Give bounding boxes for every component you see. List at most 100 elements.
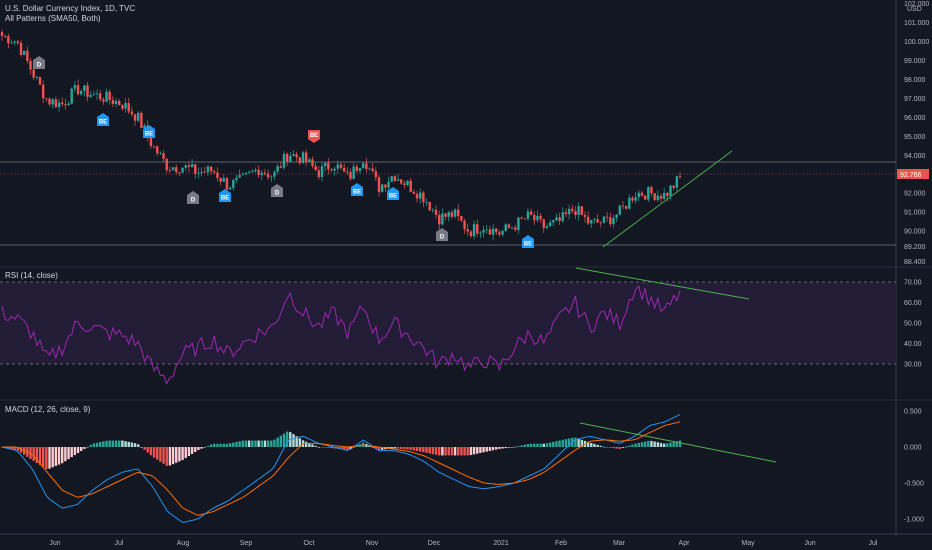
pattern-marker[interactable] [97, 113, 109, 126]
rsi-axis[interactable]: 70.00 60.00 50.00 40.00 30.00 [904, 280, 922, 369]
candle-body [200, 171, 203, 174]
macd-histogram-bar [51, 447, 54, 468]
candle-body [567, 208, 571, 215]
macd-histogram-bar [165, 447, 168, 466]
macd-histogram-bar [159, 447, 162, 462]
pattern-marker[interactable] [143, 125, 155, 138]
macd-histogram-bar [54, 447, 58, 466]
macd-trend-line[interactable] [579, 422, 777, 463]
macd-title[interactable]: MACD (12, 26, close, 9) [5, 405, 91, 414]
macd-histogram-bar [612, 447, 615, 449]
macd-histogram-bar [618, 447, 622, 449]
candle-body [488, 229, 492, 235]
macd-tick-label: 0.500 [904, 409, 922, 416]
pattern-marker[interactable] [522, 235, 534, 248]
candle-body [244, 172, 248, 175]
pattern-marker-label: BE [221, 196, 229, 202]
candle-body [390, 176, 393, 182]
price-tick-label: 90.000 [904, 229, 926, 236]
time-tick-label: Aug [177, 540, 190, 547]
candle-body [628, 197, 631, 209]
time-tick-label: Mar [613, 540, 626, 547]
candle-body [102, 99, 105, 102]
macd-histogram-bar [463, 447, 466, 456]
time-tick-label: Feb [555, 540, 567, 547]
candle-body [675, 176, 679, 188]
macd-histogram-bar [396, 447, 400, 449]
candle-body [463, 220, 466, 230]
candle-body [219, 178, 222, 182]
price-tick-label: 99.000 [904, 58, 926, 65]
candle-body [450, 212, 454, 217]
candle-body [10, 42, 13, 44]
pattern-marker[interactable] [387, 187, 399, 200]
rsi-title[interactable]: RSI (14, close) [5, 271, 58, 280]
candle-body [216, 172, 219, 179]
price-axis[interactable]: 102.000 101.000 100.000 99.000 98.000 97.000 9… [904, 1, 929, 266]
pattern-marker[interactable] [308, 130, 320, 143]
time-axis[interactable]: Jun Jul Aug Sep Oct Nov Dec 2021 Feb Mar Apr May Jun… [49, 540, 878, 547]
price-trend-line[interactable] [602, 150, 733, 248]
macd-histogram-bar [539, 443, 542, 447]
candle-body [501, 230, 504, 235]
candle-body [396, 179, 400, 181]
pattern-marker[interactable] [219, 189, 231, 202]
macd-histogram-bar [666, 443, 669, 447]
macd-histogram-bar [244, 440, 248, 447]
macd-histogram-bar [175, 447, 178, 463]
rsi-tick-label: 50.00 [904, 321, 922, 328]
candle-body [422, 192, 425, 203]
pattern-marker[interactable] [33, 56, 45, 69]
macd-histogram-bar [615, 447, 618, 449]
macd-histogram-bar [371, 447, 374, 448]
candle-body [38, 76, 42, 85]
candle-body [26, 50, 29, 61]
candle-body [504, 224, 507, 231]
macd-histogram-bar [564, 439, 568, 447]
time-tick-label: Jul [869, 540, 878, 547]
candle-body [238, 175, 241, 178]
candle-body [130, 111, 134, 115]
candle-body [510, 227, 514, 229]
symbol-title[interactable]: U.S. Dollar Currency Index, 1D, TVC [5, 4, 135, 13]
macd-histogram-bar [7, 447, 10, 449]
candle-body [542, 219, 545, 228]
macd-histogram-bar [434, 447, 438, 455]
candle-body [640, 192, 644, 196]
price-tick-label: 97.000 [904, 96, 926, 103]
candle-body [73, 85, 77, 89]
macd-histogram-bar [162, 447, 165, 464]
indicator-title[interactable]: All Patterns (SMA50, Both) [5, 14, 101, 23]
pattern-marker[interactable] [271, 184, 283, 197]
macd-histogram-bar [355, 445, 359, 447]
candle-body [289, 156, 292, 162]
macd-histogram-bar [498, 447, 501, 449]
candle-body [76, 85, 80, 95]
pattern-marker[interactable] [351, 183, 363, 196]
macd-histogram-bar [108, 440, 111, 447]
candle-body [393, 176, 397, 181]
macd-histogram-bar [295, 436, 298, 447]
pattern-marker[interactable] [436, 228, 448, 241]
macd-histogram-bar [501, 447, 504, 449]
price-tick-label: 102.000 [904, 1, 929, 8]
candle-body [434, 209, 438, 216]
candle-body [355, 166, 359, 171]
pattern-marker-label: BE [310, 133, 318, 139]
macd-histogram-bar [634, 443, 637, 447]
pattern-marker[interactable] [187, 191, 199, 204]
rsi-trend-line[interactable] [575, 267, 750, 300]
macd-histogram-bar [80, 447, 83, 451]
macd-histogram-bar [95, 442, 99, 447]
macd-histogram-bar [393, 447, 397, 449]
macd-histogram-bar [555, 441, 558, 447]
candle-body [637, 192, 641, 198]
macd-histogram-bar [514, 446, 517, 448]
macd-histogram-bar [507, 447, 511, 448]
macd-histogram-bar [298, 438, 302, 447]
candle-body [517, 217, 520, 230]
candle-body [409, 180, 412, 192]
macd-histogram-bar [520, 445, 523, 447]
candle-body [13, 41, 16, 43]
macd-axis[interactable]: 0.500 0.000 -0.500 -1.000 [904, 409, 924, 524]
